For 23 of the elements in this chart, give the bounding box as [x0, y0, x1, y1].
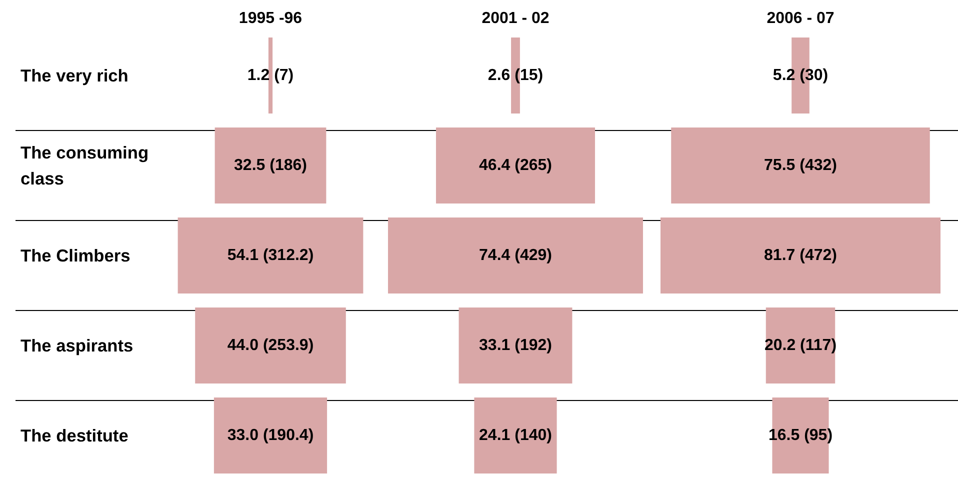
category-label: The Climbers	[20, 246, 130, 266]
category-label: The very rich	[20, 66, 128, 86]
data-label: 81.7 (472)	[764, 247, 837, 264]
data-label: 33.1 (192)	[479, 337, 552, 354]
series-label: 2001 - 02	[482, 10, 550, 27]
series-label: 2006 - 07	[766, 10, 834, 27]
data-label: 44.0 (253.9)	[227, 337, 314, 354]
data-label: 75.5 (432)	[764, 157, 837, 174]
data-label: 1.2 (7)	[247, 67, 294, 84]
data-label: 16.5 (95)	[768, 427, 833, 444]
category-label: The aspirants	[20, 336, 134, 356]
data-label: 54.1 (312.2)	[227, 247, 314, 264]
data-label: 2.6 (15)	[488, 67, 544, 84]
data-label: 32.5 (186)	[234, 157, 307, 174]
category-label: The destitute	[20, 426, 129, 446]
series-label: 1995 -96	[238, 10, 302, 27]
data-label: 46.4 (265)	[479, 157, 552, 174]
data-label: 5.2 (30)	[772, 67, 828, 84]
data-label: 20.2 (117)	[764, 337, 837, 354]
data-label: 33.0 (190.4)	[227, 427, 314, 444]
data-label: 74.4 (429)	[479, 247, 552, 264]
category-label: The consuming class	[20, 142, 149, 188]
data-label: 24.1 (140)	[479, 427, 552, 444]
